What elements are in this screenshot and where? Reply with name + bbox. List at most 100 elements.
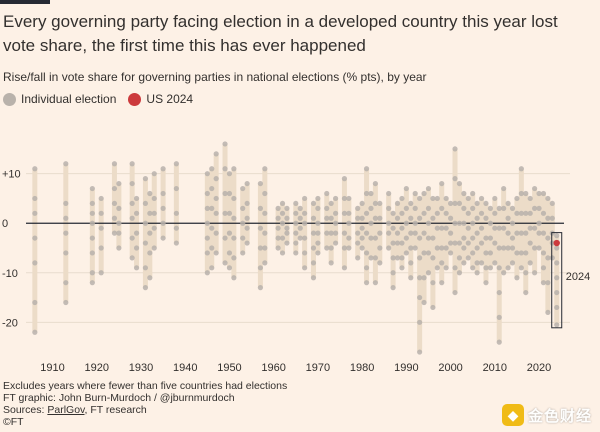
election-dot: [213, 151, 219, 157]
election-dot: [32, 210, 38, 216]
election-dot: [32, 299, 38, 306]
election-dot: [412, 245, 418, 251]
election-dot: [447, 215, 454, 221]
election-dot: [262, 166, 268, 172]
election-dot: [231, 166, 237, 172]
election-dot: [421, 299, 427, 306]
year-range-bar: [430, 198, 436, 308]
election-dot: [434, 265, 440, 271]
election-dot: [554, 304, 560, 311]
x-tick-label: 1970: [306, 362, 330, 374]
x-tick-label: 2000: [438, 362, 462, 374]
election-dot: [275, 235, 281, 241]
election-dot: [527, 240, 533, 246]
election-dot: [151, 225, 157, 231]
election-dot: [63, 280, 69, 286]
year-range-bar: [98, 198, 104, 273]
election-dot: [478, 240, 485, 246]
y-tick-label: 0: [2, 218, 8, 230]
election-dot: [554, 275, 560, 281]
election-dot: [160, 205, 166, 211]
election-dot: [244, 215, 250, 221]
election-dot: [386, 220, 392, 226]
election-dot: [284, 230, 290, 236]
election-dot: [372, 280, 378, 286]
election-dot: [421, 190, 427, 197]
election-dot: [204, 250, 210, 256]
election-dot: [523, 230, 529, 236]
election-dot: [173, 210, 179, 216]
election-dot: [262, 210, 268, 216]
election-dot: [496, 205, 502, 211]
year-range-bar: [470, 193, 476, 268]
election-dot: [257, 265, 264, 271]
election-dot: [355, 240, 361, 246]
election-dot: [226, 250, 233, 256]
election-dot: [399, 210, 405, 216]
election-dot: [328, 200, 334, 207]
election-dot: [439, 225, 445, 231]
x-tick-label: 1940: [173, 362, 197, 374]
election-dot: [412, 230, 418, 236]
election-dot: [111, 161, 118, 167]
election-dot: [470, 235, 476, 241]
election-dot: [465, 240, 471, 246]
election-dot: [532, 205, 538, 211]
election-dot: [363, 190, 370, 197]
election-dot: [324, 230, 330, 236]
election-dot: [209, 185, 215, 192]
election-dot: [505, 215, 511, 221]
sources-prefix: Sources:: [3, 404, 48, 416]
election-dot: [456, 270, 463, 276]
election-dot: [142, 265, 149, 271]
election-dot: [222, 260, 228, 266]
election-dot: [204, 235, 210, 241]
election-dot: [492, 225, 498, 231]
election-dot: [470, 190, 476, 197]
election-dot: [518, 210, 524, 216]
election-dot: [315, 250, 321, 256]
election-dot: [142, 200, 149, 207]
election-dot: [518, 265, 524, 271]
x-tick-label: 1920: [85, 362, 109, 374]
election-dot: [540, 265, 547, 271]
legend-item-individual: Individual election: [3, 92, 116, 106]
election-dot: [483, 280, 489, 286]
election-dot: [297, 215, 303, 221]
election-dot: [399, 255, 405, 261]
election-dot: [63, 215, 69, 221]
election-dot: [257, 285, 264, 291]
election-dot: [213, 250, 219, 256]
election-dot: [439, 205, 445, 211]
election-dot: [425, 235, 432, 241]
election-dot: [98, 245, 104, 251]
election-dot: [116, 245, 122, 251]
watermark-logo-icon: ◆: [501, 404, 524, 426]
election-dot: [523, 250, 529, 256]
election-dot: [399, 240, 405, 246]
election-dot: [408, 245, 414, 251]
election-dot: [430, 195, 436, 202]
year-range-bar: [257, 183, 263, 288]
election-dot: [213, 176, 219, 182]
election-dot: [554, 233, 560, 239]
sources-link-parlgov[interactable]: ParlGov: [47, 404, 85, 416]
election-dot: [461, 260, 467, 266]
election-dot: [368, 235, 374, 241]
year-range-bar: [111, 163, 117, 234]
election-dot: [302, 250, 308, 256]
election-dot: [430, 215, 436, 221]
election-dot: [470, 205, 476, 211]
x-tick-label: 1980: [350, 362, 374, 374]
watermark: ◆ 金色财经: [501, 404, 592, 426]
election-dot: [540, 280, 547, 286]
election-dot: [89, 250, 95, 256]
highlight-label-2024: 2024: [566, 271, 590, 283]
election-dot: [226, 230, 233, 236]
election-dot: [231, 235, 237, 241]
election-dot: [390, 285, 396, 291]
election-dot: [147, 190, 153, 197]
election-dot: [151, 210, 157, 216]
election-dot: [509, 260, 516, 266]
election-dot: [465, 210, 471, 216]
